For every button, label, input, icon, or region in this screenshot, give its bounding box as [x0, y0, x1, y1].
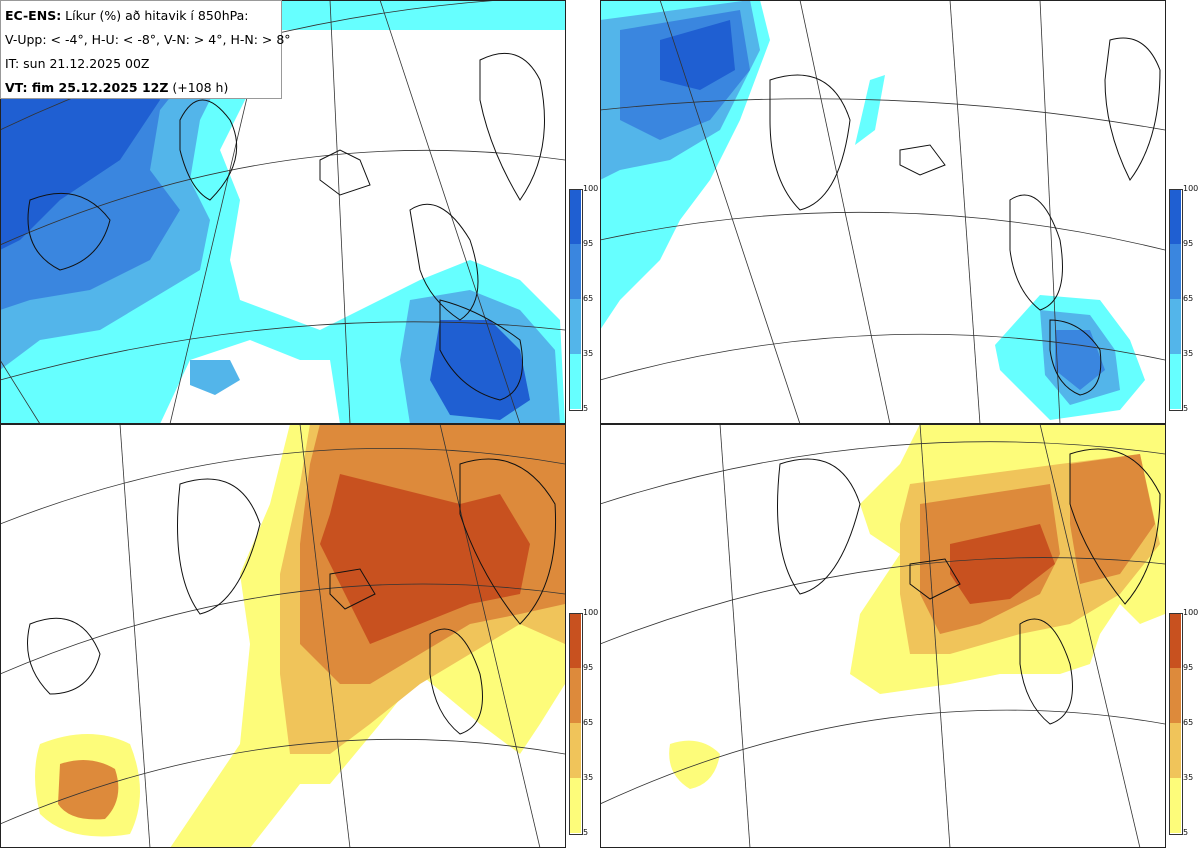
map-canvas: [600, 0, 1165, 424]
colorbar-tick: 35: [1183, 349, 1194, 358]
prob-area-95: [950, 524, 1055, 604]
colorbar-orange: 100 95 65 35 5: [1169, 609, 1200, 837]
colorbar-tick: 5: [583, 404, 589, 413]
prob-area-95: [660, 20, 735, 90]
map-info-box: EC-ENS: Líkur (%) að hitavik í 850hPa: V…: [0, 0, 291, 99]
map-panel-cold-8: [600, 0, 1165, 424]
colorbar-tick: 65: [583, 718, 594, 727]
colorbar-tick: 35: [583, 349, 594, 358]
colorbar-tick: 35: [1183, 773, 1194, 782]
prob-area-65b: [1070, 454, 1155, 584]
colorbar-tick: 35: [583, 773, 594, 782]
map-canvas: [0, 424, 565, 848]
colorbar-tick: 5: [583, 828, 589, 837]
map-panel-warm-4: [0, 424, 565, 848]
prob-area-35b: [58, 760, 119, 820]
prob-area-small: [190, 360, 240, 395]
info-title: EC-ENS: Líkur (%) að hitavik í 850hPa:: [5, 8, 249, 23]
map-panel-warm-8: [600, 424, 1165, 848]
colorbar-orange: 100 95 65 35 5: [569, 609, 601, 837]
colorbar-tick: 100: [1183, 608, 1199, 617]
colorbar-blue: 100 95 65 35 5: [1169, 185, 1200, 413]
colorbar-tick: 95: [583, 663, 594, 672]
colorbar-tick: 100: [1183, 184, 1199, 193]
colorbar-tick: 100: [583, 184, 599, 193]
colorbar-tick: 5: [1183, 404, 1189, 413]
colorbar-blue: 100 95 65 35 5: [569, 185, 601, 413]
prob-area-95: [320, 474, 530, 644]
prob-area-5b: [855, 75, 885, 145]
info-thresholds: V-Upp: < -4°, H-U: < -8°, V-N: > 4°, H-N…: [5, 32, 291, 47]
prob-area-95b: [430, 320, 530, 420]
colorbar-tick: 95: [583, 239, 594, 248]
prob-area-5b: [669, 740, 720, 789]
map-canvas: [600, 424, 1165, 848]
colorbar-tick: 65: [583, 294, 594, 303]
colorbar-tick: 100: [583, 608, 599, 617]
colorbar-tick: 5: [1183, 828, 1189, 837]
colorbar-tick: 95: [1183, 239, 1194, 248]
prob-area-65b: [1055, 330, 1105, 390]
info-valid-time: VT: fim 25.12.2025 12Z (+108 h): [5, 80, 229, 95]
colorbar-tick: 95: [1183, 663, 1194, 672]
colorbar-tick: 65: [1183, 718, 1194, 727]
info-init-time: IT: sun 21.12.2025 00Z: [5, 56, 150, 71]
colorbar-tick: 65: [1183, 294, 1194, 303]
